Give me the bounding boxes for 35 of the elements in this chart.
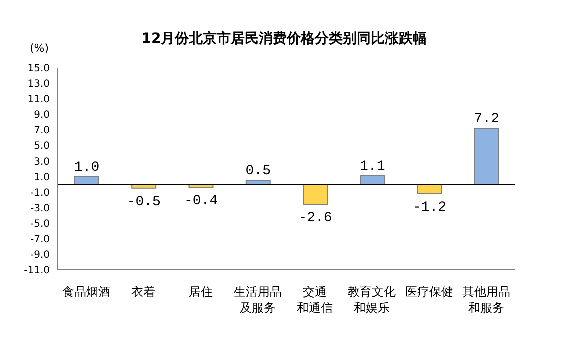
y-tick-label: 3.0	[34, 156, 50, 168]
y-tick-label: 1.0	[34, 172, 50, 184]
data-label: 1.1	[360, 158, 386, 175]
y-tick-label: -1.0	[30, 188, 50, 199]
x-tick-label: 生活用品及服务	[234, 285, 282, 315]
x-tick-label: 衣着	[132, 285, 156, 299]
data-label: -1.2	[412, 200, 447, 216]
x-tick-label: 医疗保健	[405, 285, 454, 299]
x-tick-label: 其他用品和服务	[462, 285, 510, 315]
data-label: -0.5	[127, 194, 161, 210]
bar	[474, 128, 500, 186]
y-axis-title: (%)	[30, 42, 50, 55]
y-tick-label: -3.0	[30, 203, 50, 214]
data-label: 0.5	[246, 164, 271, 180]
data-label: 1.0	[74, 160, 100, 176]
y-tick-label: 13.0	[28, 79, 50, 90]
bar	[303, 184, 328, 206]
data-label: 7.2	[474, 112, 500, 128]
x-tick-label: 居住	[188, 285, 213, 299]
y-tick-label: 7.0	[34, 126, 50, 137]
y-tick-label: -9.0	[30, 250, 50, 262]
bar	[417, 184, 442, 194]
x-tick-label: 食品烟酒	[62, 285, 111, 299]
data-label: -0.4	[184, 194, 218, 210]
data-label: -2.6	[298, 210, 332, 227]
x-tick-label: 交通和通信	[297, 285, 334, 315]
chart-title: 12月份北京市居民消费价格分类别同比涨跌幅	[142, 31, 428, 47]
y-tick-label: -7.0	[30, 234, 50, 246]
y-tick-label: 15.0	[28, 64, 50, 75]
y-tick-label: 9.0	[34, 110, 50, 122]
y-tick-label: -5.0	[30, 218, 50, 230]
y-tick-label: 11.0	[28, 94, 50, 106]
y-tick-label: -11.0	[24, 266, 50, 277]
x-tick-label: 教育文化和娱乐	[348, 285, 396, 315]
y-tick-label: 5.0	[34, 141, 50, 152]
